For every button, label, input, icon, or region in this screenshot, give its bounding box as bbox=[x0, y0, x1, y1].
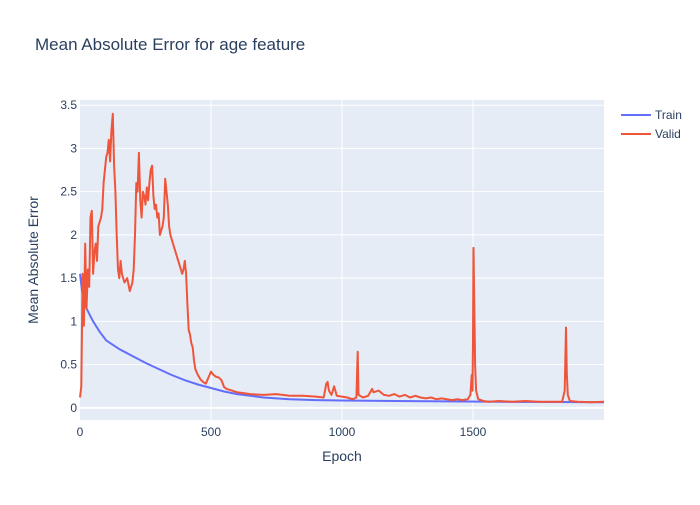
y-tick-label: 3.5 bbox=[60, 98, 77, 112]
x-tick-label: 1000 bbox=[329, 425, 356, 439]
x-tick-label: 500 bbox=[201, 425, 221, 439]
chart-title: Mean Absolute Error for age feature bbox=[35, 35, 305, 54]
legend-label: Valid bbox=[655, 127, 681, 141]
series-line-train bbox=[79, 273, 605, 404]
series-line-valid bbox=[79, 112, 605, 404]
series-lines bbox=[79, 112, 605, 404]
x-axis-label: Epoch bbox=[322, 448, 362, 464]
legend-item-train[interactable]: Train bbox=[621, 108, 682, 122]
legend-label: Train bbox=[655, 108, 682, 122]
y-axis-label: Mean Absolute Error bbox=[25, 196, 41, 324]
legend-item-valid[interactable]: Valid bbox=[621, 127, 681, 141]
x-tick-label: 1500 bbox=[460, 425, 487, 439]
x-tick-label: 0 bbox=[77, 425, 84, 439]
legend[interactable]: Train Valid bbox=[621, 108, 682, 141]
y-tick-label: 0 bbox=[70, 401, 77, 415]
y-tick-label: 1.5 bbox=[60, 271, 77, 285]
grid-lines bbox=[80, 100, 604, 420]
x-tick-labels: 0 500 1000 1500 bbox=[77, 425, 487, 439]
y-tick-label: 3 bbox=[70, 141, 77, 155]
y-tick-label: 0.5 bbox=[60, 358, 77, 372]
y-tick-labels: 0 0.5 1 1.5 2 2.5 3 3.5 bbox=[60, 98, 77, 415]
y-tick-label: 2.5 bbox=[60, 185, 77, 199]
y-tick-label: 1 bbox=[70, 314, 77, 328]
y-tick-label: 2 bbox=[70, 228, 77, 242]
